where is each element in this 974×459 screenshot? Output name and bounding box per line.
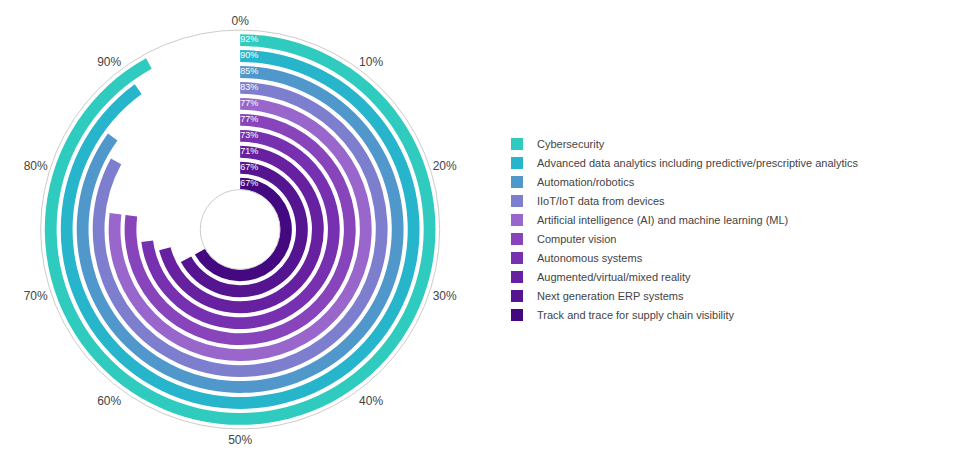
svg-text:70%: 70% bbox=[24, 289, 48, 303]
svg-text:90%: 90% bbox=[240, 50, 258, 60]
svg-text:Artificial intelligence (AI) a: Artificial intelligence (AI) and machine… bbox=[537, 214, 788, 226]
svg-text:IIoT/IoT data from devices: IIoT/IoT data from devices bbox=[537, 195, 665, 207]
svg-text:67%: 67% bbox=[240, 162, 258, 172]
svg-text:90%: 90% bbox=[97, 55, 121, 69]
svg-text:40%: 40% bbox=[359, 394, 383, 408]
svg-text:92%: 92% bbox=[240, 34, 258, 44]
svg-text:Augmented/virtual/mixed realit: Augmented/virtual/mixed reality bbox=[537, 271, 691, 283]
svg-text:73%: 73% bbox=[240, 130, 258, 140]
svg-text:Computer vision: Computer vision bbox=[537, 233, 616, 245]
svg-text:50%: 50% bbox=[228, 433, 252, 447]
svg-text:10%: 10% bbox=[359, 55, 383, 69]
svg-text:Automation/robotics: Automation/robotics bbox=[537, 176, 635, 188]
svg-text:Cybersecurity: Cybersecurity bbox=[537, 138, 605, 150]
svg-text:80%: 80% bbox=[24, 159, 48, 173]
svg-text:Autonomous systems: Autonomous systems bbox=[537, 252, 643, 264]
svg-text:Advanced data analytics includ: Advanced data analytics including predic… bbox=[537, 157, 859, 169]
svg-text:67%: 67% bbox=[240, 178, 258, 188]
svg-text:77%: 77% bbox=[240, 98, 258, 108]
svg-text:71%: 71% bbox=[240, 146, 258, 156]
svg-text:Next generation ERP systems: Next generation ERP systems bbox=[537, 290, 684, 302]
svg-text:85%: 85% bbox=[240, 66, 258, 76]
svg-text:77%: 77% bbox=[240, 114, 258, 124]
svg-text:Track and trace for supply cha: Track and trace for supply chain visibil… bbox=[537, 309, 735, 321]
svg-text:83%: 83% bbox=[240, 82, 258, 92]
svg-text:0%: 0% bbox=[231, 14, 249, 28]
svg-text:60%: 60% bbox=[97, 394, 121, 408]
svg-text:30%: 30% bbox=[433, 289, 457, 303]
svg-text:20%: 20% bbox=[433, 159, 457, 173]
